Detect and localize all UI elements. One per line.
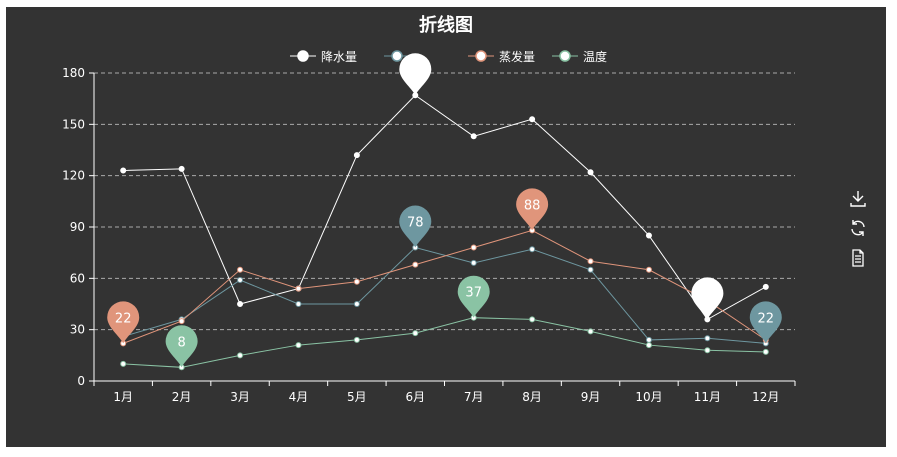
marker-pin <box>516 188 549 231</box>
marker-label: 78 <box>407 216 424 231</box>
legend-label: 降水量 <box>321 50 357 64</box>
data-point <box>412 261 419 268</box>
y-tick-label: 60 <box>70 271 85 285</box>
data-point <box>587 258 594 265</box>
data-point <box>412 330 419 337</box>
legend-symbol <box>475 50 487 62</box>
series-line <box>123 246 766 344</box>
line-chart: 折线图降水量蒸发量蒸发量温度03060901201501801月2月3月4月5月… <box>62 14 796 404</box>
marker-label: 8 <box>177 335 185 350</box>
marker-pin <box>457 275 490 318</box>
data-point <box>295 285 302 292</box>
y-tick-label: 180 <box>62 66 85 80</box>
data-point <box>178 318 185 325</box>
x-tick-label: 11月 <box>694 390 721 404</box>
legend-symbol <box>559 50 571 62</box>
x-tick-label: 5月 <box>347 390 367 404</box>
data-point <box>645 266 652 273</box>
data-view-icon[interactable] <box>848 248 868 268</box>
data-point <box>295 342 302 349</box>
marker-label: 37 <box>465 286 482 301</box>
data-point <box>529 116 536 123</box>
data-point <box>353 278 360 285</box>
x-tick-label: 4月 <box>289 390 309 404</box>
marker-label: 22 <box>115 311 132 326</box>
marker-pin <box>165 325 198 368</box>
chart-container: 折线图降水量蒸发量蒸发量温度03060901201501801月2月3月4月5月… <box>6 7 886 447</box>
data-point <box>470 244 477 251</box>
data-point <box>178 165 185 172</box>
marker-label: 167 <box>403 63 428 78</box>
legend-label: 蒸发量 <box>499 49 535 64</box>
legend-symbol <box>391 50 403 62</box>
x-tick-label: 9月 <box>581 390 601 404</box>
data-point <box>237 352 244 359</box>
data-point <box>762 283 769 290</box>
series-line <box>123 317 766 368</box>
data-point <box>470 133 477 140</box>
marker-pin <box>107 301 140 344</box>
marker-label: 36 <box>699 287 716 302</box>
data-point <box>295 301 302 307</box>
marker-pin <box>399 205 432 248</box>
data-point <box>237 301 244 307</box>
data-point <box>529 246 536 253</box>
data-point <box>237 277 244 284</box>
data-point <box>587 169 594 176</box>
data-point <box>120 167 127 174</box>
marker-pin <box>749 301 782 344</box>
data-point <box>237 266 244 273</box>
marker-pin <box>399 53 432 96</box>
data-point <box>587 328 594 335</box>
data-point <box>587 266 594 273</box>
legend-symbol <box>297 50 309 62</box>
series-line <box>123 94 767 321</box>
x-tick-label: 7月 <box>464 390 484 404</box>
x-tick-label: 2月 <box>172 390 192 404</box>
data-point <box>704 335 711 342</box>
y-tick-label: 90 <box>70 220 85 234</box>
x-tick-label: 1月 <box>113 390 133 404</box>
data-point <box>529 316 536 323</box>
marker-pin <box>691 277 724 320</box>
series-line <box>123 229 767 344</box>
marker-label: 22 <box>758 311 775 326</box>
data-point <box>353 336 360 343</box>
data-point <box>645 336 652 343</box>
y-tick-label: 120 <box>62 169 85 183</box>
x-tick-label: 12月 <box>752 390 779 404</box>
data-point <box>353 301 360 307</box>
refresh-icon[interactable] <box>848 218 868 238</box>
x-tick-label: 6月 <box>405 390 425 404</box>
y-tick-label: 30 <box>70 323 85 337</box>
download-icon[interactable] <box>848 188 868 208</box>
x-tick-label: 8月 <box>522 390 542 404</box>
marker-label: 88 <box>524 198 541 213</box>
chart-title: 折线图 <box>419 14 473 36</box>
y-tick-label: 0 <box>77 374 85 388</box>
x-tick-label: 10月 <box>635 390 662 404</box>
data-point <box>762 348 769 355</box>
data-point <box>645 232 652 239</box>
legend-label: 温度 <box>583 49 607 64</box>
data-point <box>645 342 652 349</box>
data-point <box>470 259 477 266</box>
y-tick-label: 150 <box>62 117 85 131</box>
data-point <box>353 152 360 159</box>
x-tick-label: 3月 <box>230 390 250 404</box>
data-point <box>120 360 127 367</box>
data-point <box>704 347 711 354</box>
